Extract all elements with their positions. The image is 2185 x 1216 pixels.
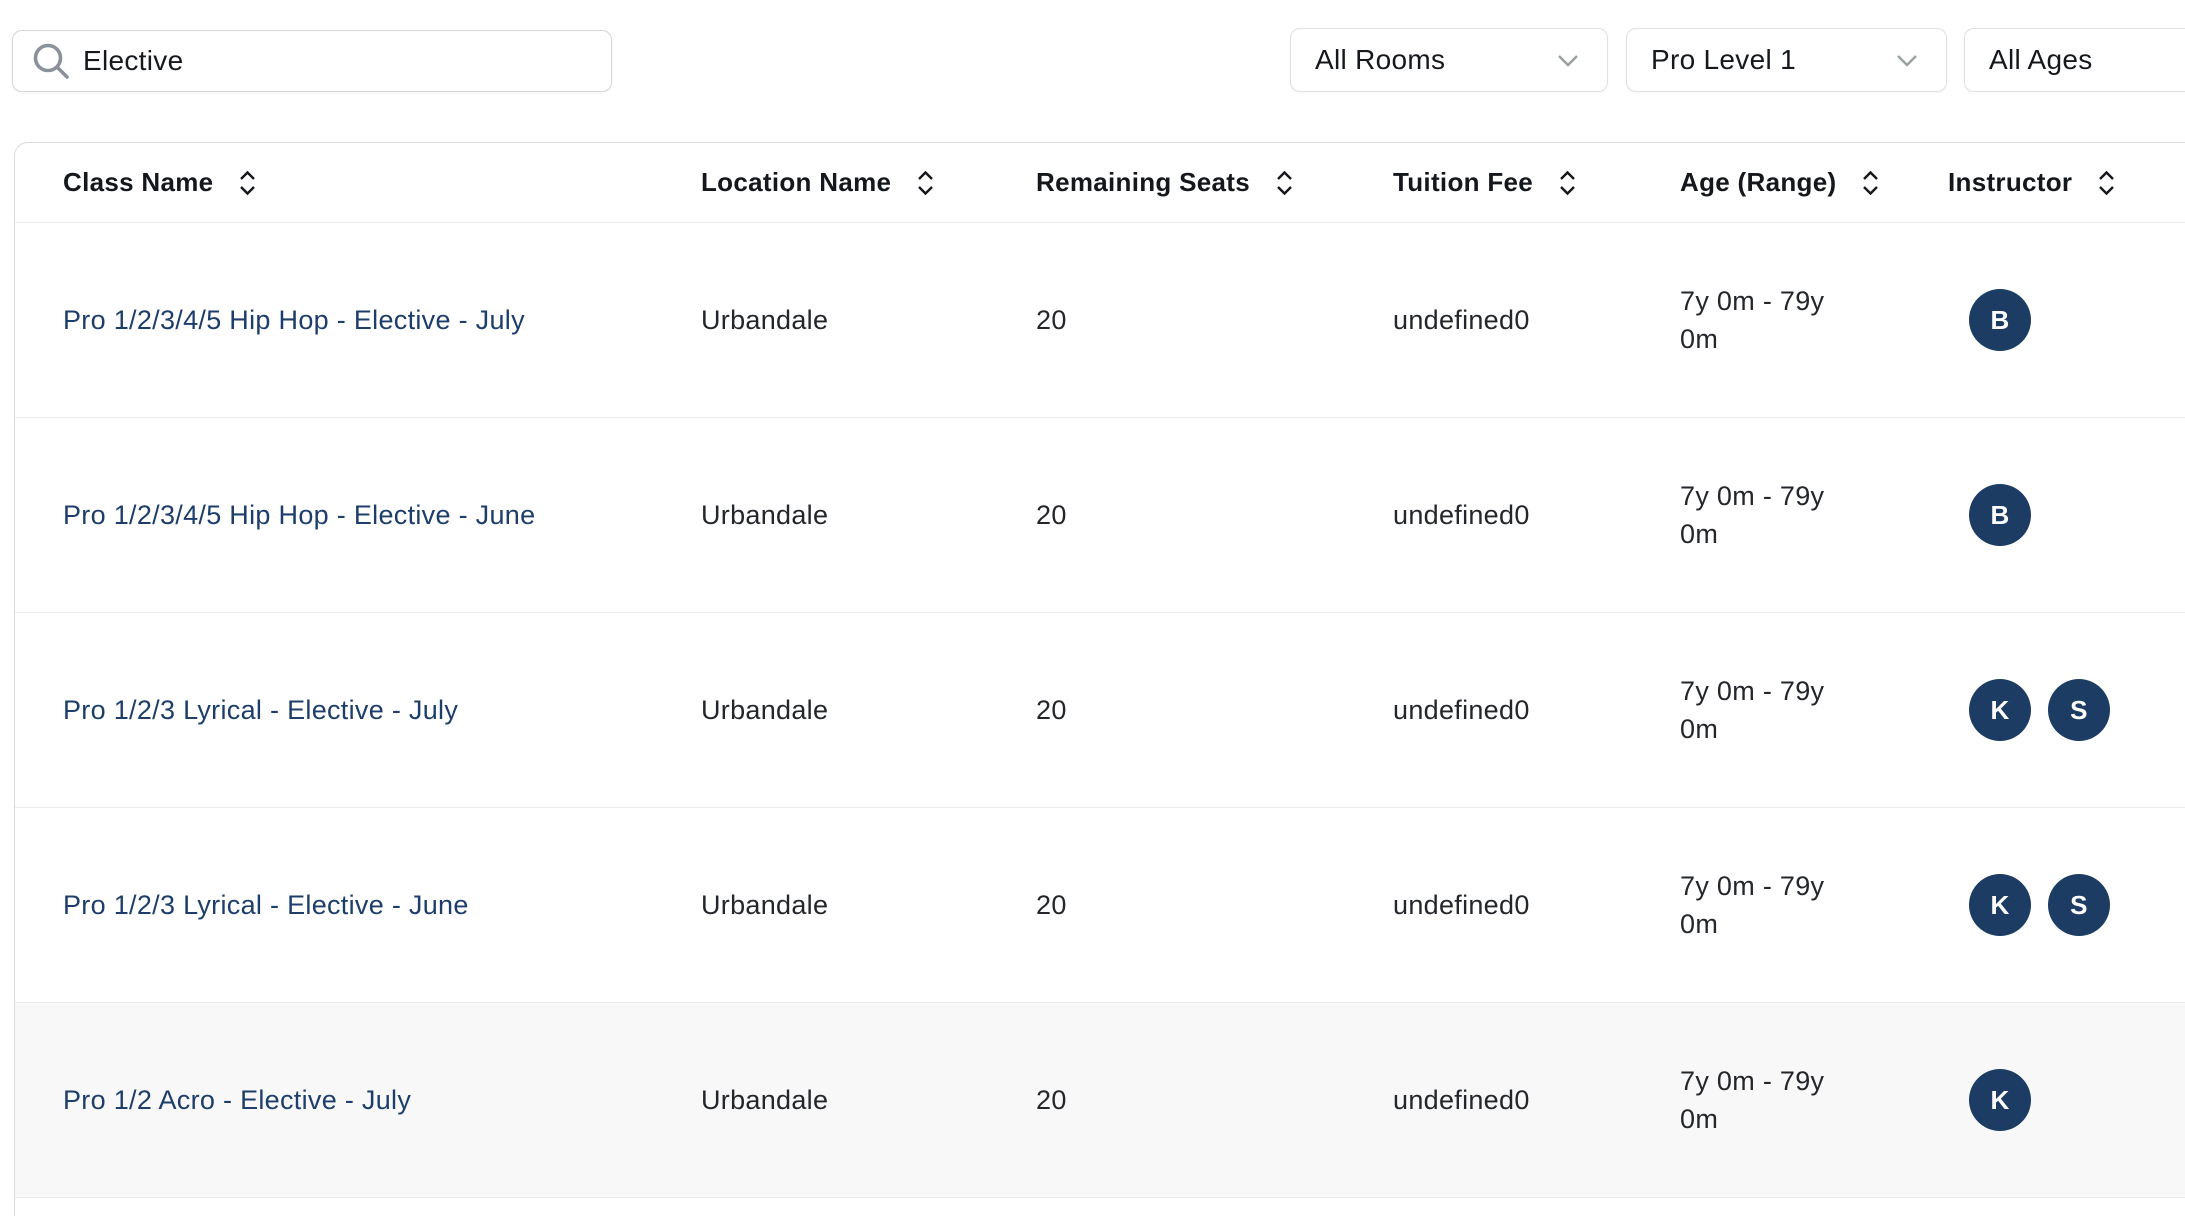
sort-icon: [1863, 170, 1879, 195]
table-row[interactable]: Pro 1/2/3 Lyrical - Elective - June Urba…: [15, 808, 2185, 1003]
search-input[interactable]: [83, 45, 593, 77]
classes-table: Class Name Location Name Remaining Seats: [14, 142, 2185, 1216]
age-range-cell: 7y 0m - 79y 0m: [1680, 481, 1825, 549]
instructor-avatars: B: [1969, 289, 2185, 351]
ages-filter-dropdown[interactable]: All Ages: [1964, 28, 2185, 92]
tuition-fee-cell: undefined0: [1393, 499, 1530, 530]
location-cell: Urbandale: [701, 499, 829, 530]
level-filter-label: Pro Level 1: [1651, 44, 1796, 75]
class-name-link[interactable]: Pro 1/2/3 Lyrical - Elective - June: [63, 889, 469, 920]
location-cell: Urbandale: [701, 1084, 829, 1115]
table-row[interactable]: Pro 1/2/3 Lyrical - Elective - July Urba…: [15, 613, 2185, 808]
instructor-avatar[interactable]: B: [1969, 289, 2031, 351]
column-header-remaining-seats[interactable]: Remaining Seats: [1036, 167, 1393, 198]
column-header-instructor[interactable]: Instructor: [1948, 167, 2185, 198]
column-label: Remaining Seats: [1036, 167, 1251, 197]
instructor-avatar[interactable]: K: [1969, 1069, 2031, 1131]
age-range-cell: 7y 0m - 79y 0m: [1680, 1066, 1825, 1134]
column-label: Age (Range): [1680, 167, 1837, 197]
remaining-seats-cell: 20: [1036, 499, 1067, 530]
table-row[interactable]: Pro 1/2/3/4/5 Hip Hop - Elective - June …: [15, 418, 2185, 613]
chevron-down-icon: [1897, 54, 1917, 67]
remaining-seats-cell: 20: [1036, 694, 1067, 725]
column-header-tuition-fee[interactable]: Tuition Fee: [1393, 167, 1680, 198]
sort-icon: [1560, 170, 1575, 195]
table-row[interactable]: Pro 1/2 Acro - Elective - July Urbandale…: [15, 1003, 2185, 1198]
rooms-filter-dropdown[interactable]: All Rooms: [1290, 28, 1608, 92]
instructor-avatar[interactable]: K: [1969, 679, 2031, 741]
instructor-avatars: B: [1969, 484, 2185, 546]
tuition-fee-cell: undefined0: [1393, 1084, 1530, 1115]
column-label: Class Name: [63, 167, 214, 197]
level-filter-dropdown[interactable]: Pro Level 1: [1626, 28, 1947, 92]
column-header-location-name[interactable]: Location Name: [701, 167, 1036, 198]
sort-icon: [918, 170, 934, 195]
ages-filter-label: All Ages: [1989, 44, 2093, 75]
search-icon: [33, 43, 69, 79]
column-header-age-range[interactable]: Age (Range): [1680, 167, 1969, 198]
age-range-cell: 7y 0m - 79y 0m: [1680, 676, 1825, 744]
remaining-seats-cell: 20: [1036, 1084, 1067, 1115]
sort-icon: [240, 170, 256, 195]
chevron-down-icon: [1558, 54, 1578, 67]
search-box: [12, 30, 612, 92]
age-range-cell: 7y 0m - 79y 0m: [1680, 286, 1825, 354]
instructor-avatars: K: [1969, 1069, 2185, 1131]
rooms-filter-label: All Rooms: [1315, 44, 1446, 75]
table-body: Pro 1/2/3/4/5 Hip Hop - Elective - July …: [15, 223, 2185, 1198]
class-name-link[interactable]: Pro 1/2/3/4/5 Hip Hop - Elective - July: [63, 304, 525, 335]
class-name-link[interactable]: Pro 1/2/3/4/5 Hip Hop - Elective - June: [63, 499, 536, 530]
location-cell: Urbandale: [701, 889, 829, 920]
tuition-fee-cell: undefined0: [1393, 889, 1530, 920]
location-cell: Urbandale: [701, 304, 829, 335]
instructor-avatar[interactable]: B: [1969, 484, 2031, 546]
tuition-fee-cell: undefined0: [1393, 304, 1530, 335]
column-label: Instructor: [1948, 167, 2073, 197]
remaining-seats-cell: 20: [1036, 304, 1067, 335]
column-header-class-name[interactable]: Class Name: [63, 167, 701, 198]
tuition-fee-cell: undefined0: [1393, 694, 1530, 725]
sort-icon: [1277, 170, 1292, 195]
age-range-cell: 7y 0m - 79y 0m: [1680, 871, 1825, 939]
remaining-seats-cell: 20: [1036, 889, 1067, 920]
table-header-row: Class Name Location Name Remaining Seats: [15, 143, 2185, 223]
instructor-avatar[interactable]: K: [1969, 874, 2031, 936]
sort-icon: [2099, 170, 2115, 195]
class-name-link[interactable]: Pro 1/2 Acro - Elective - July: [63, 1084, 412, 1115]
column-label: Location Name: [701, 167, 892, 197]
location-cell: Urbandale: [701, 694, 829, 725]
instructor-avatar[interactable]: S: [2048, 679, 2110, 741]
column-label: Tuition Fee: [1393, 167, 1534, 197]
table-row[interactable]: Pro 1/2/3/4/5 Hip Hop - Elective - July …: [15, 223, 2185, 418]
instructor-avatar[interactable]: S: [2048, 874, 2110, 936]
class-name-link[interactable]: Pro 1/2/3 Lyrical - Elective - July: [63, 694, 459, 725]
